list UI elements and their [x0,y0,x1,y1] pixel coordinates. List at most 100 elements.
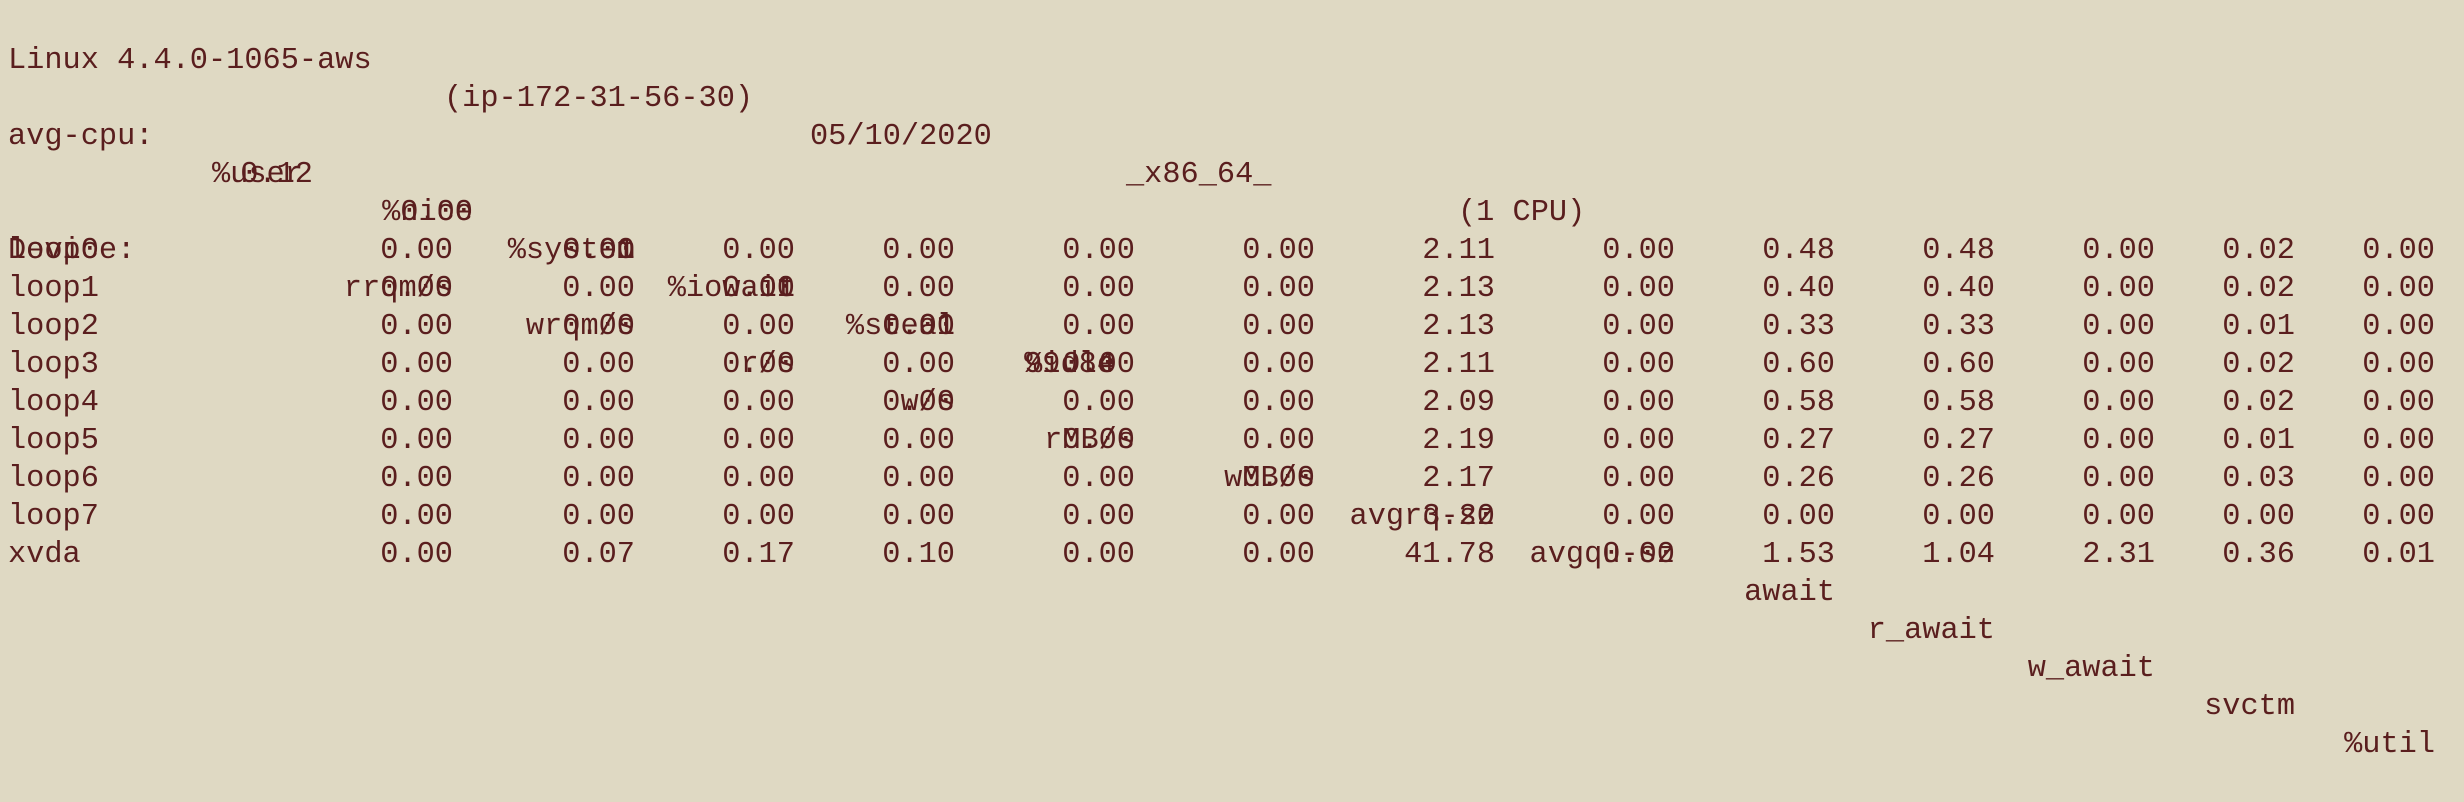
cpu-val-iowait: 0.01 [722,272,795,306]
cell-r-per-s: 0.17 [722,538,795,572]
cell-avgrq-sz: 2.11 [1422,348,1495,382]
cell-wrqm: 0.00 [562,386,635,420]
cell-device: xvda [8,538,81,572]
cell-util: 0.00 [2362,500,2435,534]
cell-r-await: 0.58 [1922,386,1995,420]
col-avgqu-sz: avgqu-sz [1529,538,1675,572]
cell-w-await: 0.00 [2082,386,2155,420]
cell-wrqm: 0.00 [562,234,635,268]
cpu-col-nice: %nice [382,196,473,230]
cell-svctm: 0.36 [2222,538,2295,572]
device-header-row: Device: rrqm/s wrqm/s r/s w/s rMB/s wMB/… [8,194,2448,762]
col-rmb-per-s: rMB/s [1044,424,1135,458]
cell-util: 0.00 [2362,424,2435,458]
cell-util: 0.00 [2362,310,2435,344]
cell-rrqm: 0.00 [380,310,453,344]
device-row: xvda 0.00 0.07 0.17 0.10 0.00 0.00 41.78 0.00 1.5… [8,536,2448,574]
cell-device: loop1 [8,272,99,306]
cell-svctm: 0.02 [2222,272,2295,306]
cell-rmb-per-s: 0.00 [1062,234,1135,268]
cell-rmb-per-s: 0.00 [1062,386,1135,420]
device-row: loop1 0.00 0.00 0.00 0.00 0.00 0.00 2.13 0.00 0.4… [8,270,2448,308]
cell-avgqu-sz: 0.00 [1602,500,1675,534]
cell-wrqm: 0.00 [562,462,635,496]
cell-await: 1.53 [1762,538,1835,572]
cell-rmb-per-s: 0.00 [1062,272,1135,306]
cell-r-await: 0.27 [1922,424,1995,458]
cell-rmb-per-s: 0.00 [1062,538,1135,572]
cell-wmb-per-s: 0.00 [1242,538,1315,572]
cell-r-await: 0.33 [1922,310,1995,344]
cell-w-per-s: 0.00 [882,386,955,420]
cell-avgqu-sz: 0.00 [1602,272,1675,306]
cell-wrqm: 0.00 [562,348,635,382]
cell-w-per-s: 0.00 [882,348,955,382]
device-row: loop6 0.00 0.00 0.00 0.00 0.00 0.00 2.17 0.00 0.2… [8,460,2448,498]
cell-device: loop7 [8,500,99,534]
cell-avgrq-sz: 2.13 [1422,310,1495,344]
cell-util: 0.00 [2362,462,2435,496]
cell-device: loop2 [8,310,99,344]
cpu-val-user: 0.12 [240,158,313,192]
cell-r-per-s: 0.00 [722,386,795,420]
cell-rrqm: 0.00 [380,272,453,306]
kernel-version: Linux 4.4.0-1065-aws [8,44,372,78]
cell-util: 0.00 [2362,348,2435,382]
cell-wmb-per-s: 0.00 [1242,310,1315,344]
cell-rmb-per-s: 0.00 [1062,424,1135,458]
cell-avgqu-sz: 0.00 [1602,462,1675,496]
cell-wmb-per-s: 0.00 [1242,424,1315,458]
cell-wrqm: 0.07 [562,538,635,572]
cell-wmb-per-s: 0.00 [1242,234,1315,268]
cell-r-await: 0.40 [1922,272,1995,306]
cell-r-per-s: 0.00 [722,462,795,496]
device-row: loop2 0.00 0.00 0.00 0.00 0.00 0.00 2.13 0.00 0.3… [8,308,2448,346]
cell-w-await: 0.00 [2082,348,2155,382]
device-row: loop7 0.00 0.00 0.00 0.00 0.00 0.00 3.20 0.00 0.0… [8,498,2448,536]
cell-avgrq-sz: 2.11 [1422,234,1495,268]
cell-avgrq-sz: 2.17 [1422,462,1495,496]
cell-wmb-per-s: 0.00 [1242,272,1315,306]
cell-rrqm: 0.00 [380,500,453,534]
col-await: await [1744,576,1835,610]
cell-avgrq-sz: 2.09 [1422,386,1495,420]
cell-rmb-per-s: 0.00 [1062,500,1135,534]
cell-rrqm: 0.00 [380,462,453,496]
col-avgrq-sz: avgrq-sz [1349,500,1495,534]
cell-util: 0.00 [2362,234,2435,268]
col-device: Device: [8,234,136,268]
cell-wmb-per-s: 0.00 [1242,386,1315,420]
col-wrqm: wrqm/s [525,310,635,344]
device-row: loop0 0.00 0.00 0.00 0.00 0.00 0.00 2.11 0.00 0.4… [8,232,2448,270]
cell-await: 0.27 [1762,424,1835,458]
cell-r-per-s: 0.00 [722,500,795,534]
cell-w-per-s: 0.00 [882,272,955,306]
cell-wrqm: 0.00 [562,500,635,534]
cell-util: 0.00 [2362,386,2435,420]
cpu-count: (1 CPU) [1458,196,1586,230]
cpu-val-idle: 99.84 [1024,348,1115,382]
terminal-window[interactable]: Linux 4.4.0-1065-aws (ip-172-31-56-30) 0… [0,0,2464,762]
cell-r-await: 0.00 [1922,500,1995,534]
cell-r-per-s: 0.00 [722,272,795,306]
cell-await: 0.33 [1762,310,1835,344]
cell-avgrq-sz: 3.20 [1422,500,1495,534]
cell-wrqm: 0.00 [562,272,635,306]
cell-w-per-s: 0.00 [882,310,955,344]
cell-rrqm: 0.00 [380,234,453,268]
cpu-col-steal: %steal [845,310,955,344]
col-svctm: svctm [2204,690,2295,724]
device-row: loop4 0.00 0.00 0.00 0.00 0.00 0.00 2.09 0.00 0.5… [8,384,2448,422]
iostat-header: Linux 4.4.0-1065-aws (ip-172-31-56-30) 0… [8,4,1585,230]
cell-avgqu-sz: 0.00 [1602,348,1675,382]
cell-device: loop3 [8,348,99,382]
cell-util: 0.00 [2362,272,2435,306]
cell-avgqu-sz: 0.00 [1602,234,1675,268]
cell-w-per-s: 0.10 [882,538,955,572]
cell-svctm: 0.03 [2222,462,2295,496]
cell-w-await: 2.31 [2082,538,2155,572]
avg-cpu-header-row: avg-cpu: %user %nice %system %iowait %st… [8,80,2448,382]
col-util: %util [2344,728,2435,762]
cpu-col-idle: %idle [1024,348,1115,382]
cell-svctm: 0.02 [2222,348,2295,382]
